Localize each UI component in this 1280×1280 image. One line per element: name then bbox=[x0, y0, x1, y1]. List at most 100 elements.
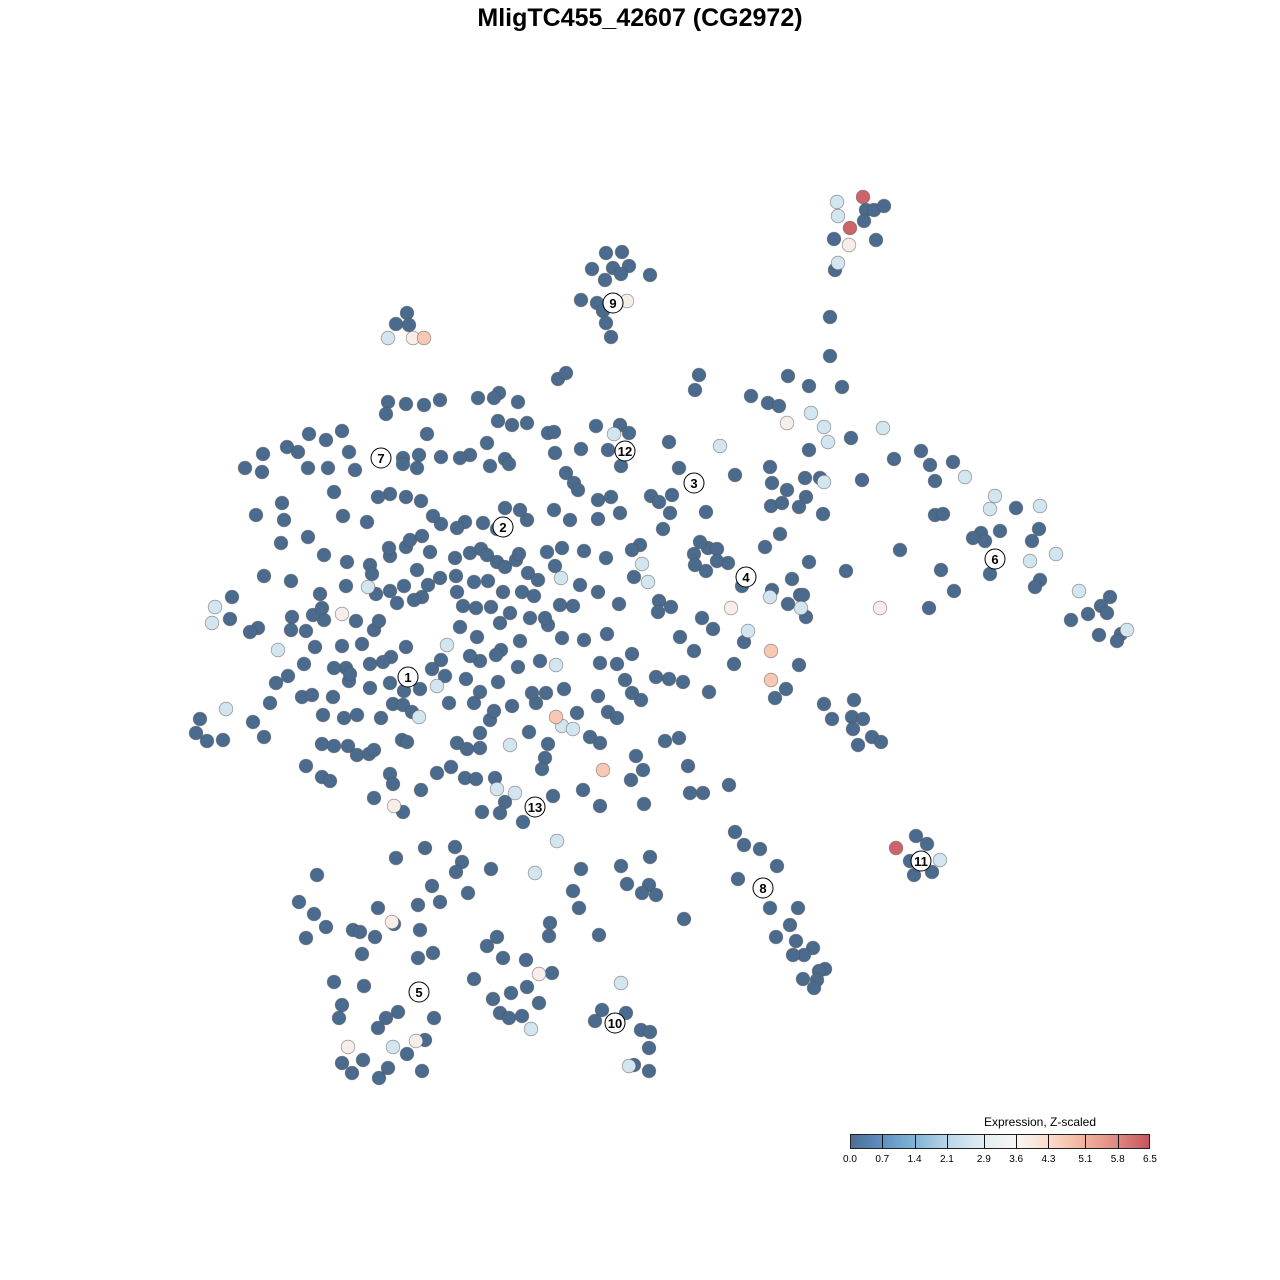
data-point bbox=[501, 1010, 517, 1026]
data-point bbox=[1071, 583, 1087, 599]
data-point bbox=[199, 733, 215, 749]
data-point bbox=[334, 1055, 350, 1071]
data-point bbox=[709, 553, 725, 569]
data-point bbox=[661, 434, 677, 450]
data-point bbox=[919, 836, 935, 852]
data-point bbox=[621, 425, 637, 441]
data-point bbox=[537, 610, 553, 626]
cluster-label-text: 3 bbox=[690, 476, 697, 491]
data-point bbox=[486, 703, 502, 719]
data-point bbox=[492, 615, 508, 631]
data-point bbox=[641, 1040, 657, 1056]
data-point bbox=[663, 599, 679, 615]
data-point bbox=[597, 272, 613, 288]
data-point bbox=[489, 781, 505, 797]
data-point bbox=[774, 495, 790, 511]
data-point bbox=[692, 534, 708, 550]
data-point bbox=[514, 584, 530, 600]
cluster-label-badge bbox=[604, 1012, 626, 1034]
data-point bbox=[614, 244, 630, 260]
data-point bbox=[790, 900, 806, 916]
data-point bbox=[341, 444, 357, 460]
data-point bbox=[433, 652, 449, 668]
data-point bbox=[855, 711, 871, 727]
cluster-label-text: 6 bbox=[991, 552, 998, 567]
data-point bbox=[441, 695, 457, 711]
colorbar-tick bbox=[1048, 1134, 1050, 1149]
data-point bbox=[634, 556, 650, 572]
data-point bbox=[1063, 612, 1079, 628]
data-point bbox=[283, 622, 299, 638]
data-point bbox=[530, 572, 546, 588]
data-point bbox=[326, 660, 342, 676]
data-point bbox=[826, 231, 842, 247]
data-point bbox=[306, 906, 322, 922]
data-point bbox=[237, 460, 253, 476]
data-point bbox=[612, 505, 628, 521]
data-point bbox=[381, 540, 397, 556]
data-point bbox=[526, 588, 542, 604]
data-point bbox=[545, 788, 561, 804]
data-point bbox=[598, 315, 614, 331]
data-point bbox=[527, 865, 543, 881]
data-point bbox=[609, 710, 625, 726]
data-point bbox=[388, 316, 404, 332]
data-point bbox=[600, 442, 616, 458]
data-point bbox=[342, 666, 358, 682]
data-point bbox=[671, 730, 687, 746]
data-point bbox=[283, 573, 299, 589]
data-point bbox=[1091, 627, 1107, 643]
data-point bbox=[565, 598, 581, 614]
data-point bbox=[472, 725, 488, 741]
data-point bbox=[538, 685, 554, 701]
data-point bbox=[334, 606, 350, 622]
cluster-label: 3 bbox=[683, 472, 705, 494]
data-point bbox=[402, 532, 418, 548]
data-point bbox=[763, 643, 779, 659]
data-point bbox=[548, 709, 564, 725]
data-point bbox=[501, 456, 517, 472]
data-point bbox=[207, 599, 223, 615]
data-point bbox=[502, 737, 518, 753]
data-point bbox=[558, 465, 574, 481]
data-point bbox=[447, 550, 463, 566]
data-point bbox=[541, 928, 557, 944]
data-point bbox=[314, 600, 330, 616]
data-point bbox=[384, 914, 400, 930]
cluster-label-badge bbox=[397, 666, 419, 688]
colorbar-tick-label: 1.4 bbox=[907, 1154, 922, 1165]
data-point bbox=[570, 482, 586, 498]
data-point bbox=[888, 840, 904, 856]
data-point bbox=[801, 442, 817, 458]
cluster-label-text: 11 bbox=[914, 854, 928, 869]
data-point bbox=[388, 850, 404, 866]
data-point bbox=[619, 876, 635, 892]
data-point bbox=[490, 674, 506, 690]
data-point bbox=[816, 696, 832, 712]
data-point bbox=[740, 623, 756, 639]
data-point bbox=[412, 922, 428, 938]
data-point bbox=[573, 861, 589, 877]
colorbar-tick bbox=[1016, 1134, 1018, 1149]
data-point bbox=[399, 1046, 415, 1062]
data-point bbox=[572, 577, 588, 593]
data-point bbox=[599, 626, 615, 642]
data-point bbox=[370, 489, 386, 505]
data-point bbox=[558, 365, 574, 381]
data-point bbox=[820, 434, 836, 450]
data-point bbox=[280, 668, 296, 684]
data-point bbox=[382, 486, 398, 502]
data-point bbox=[448, 864, 464, 880]
data-point bbox=[380, 394, 396, 410]
data-point bbox=[675, 674, 691, 690]
data-point bbox=[957, 469, 973, 485]
colorbar-tick-label: 0.0 bbox=[843, 1154, 857, 1165]
data-point bbox=[598, 550, 614, 566]
data-point bbox=[752, 841, 768, 857]
data-point bbox=[626, 569, 642, 585]
data-point bbox=[298, 758, 314, 774]
cluster-label: 2 bbox=[492, 516, 514, 538]
data-point bbox=[546, 502, 562, 518]
data-point bbox=[691, 367, 707, 383]
data-point bbox=[779, 415, 795, 431]
